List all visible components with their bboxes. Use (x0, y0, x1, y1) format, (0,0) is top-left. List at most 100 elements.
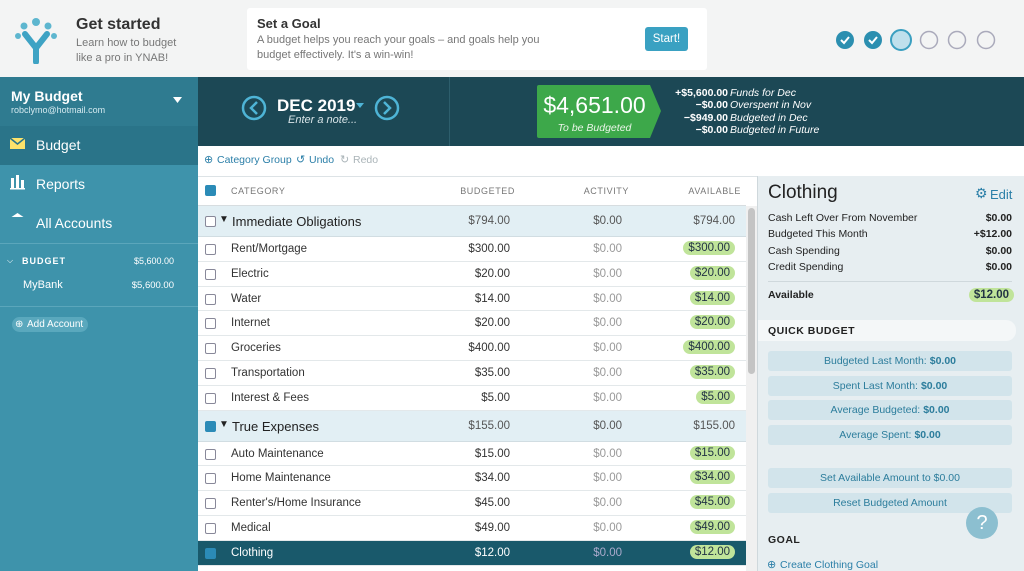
group-checkbox[interactable] (205, 216, 216, 227)
available-pill[interactable]: $5.00 (696, 389, 735, 404)
activity-amount: $0.00 (593, 497, 622, 510)
button-label: Average Spent: (839, 428, 912, 441)
available-pill[interactable]: $300.00 (683, 241, 735, 255)
budgeted-amount[interactable]: $400.00 (468, 342, 510, 355)
group-available: $794.00 (693, 215, 735, 227)
available-pill[interactable]: $45.00 (689, 495, 735, 510)
quick-budget-button[interactable]: Budgeted Last Month: $0.00 (768, 351, 1012, 371)
create-goal-link[interactable]: Create Clothing Goal (780, 559, 879, 571)
row-checkbox[interactable] (205, 448, 216, 460)
available-pill[interactable]: $34.00 (689, 470, 735, 485)
activity-amount: $0.00 (593, 391, 622, 404)
row-checkbox[interactable] (205, 392, 216, 404)
category-row[interactable] (198, 441, 746, 467)
available-pill[interactable]: $400.00 (683, 340, 735, 355)
toolbar-button[interactable]: Redo (353, 154, 379, 166)
category-name: Groceries (231, 342, 281, 355)
available-pill[interactable]: $20.00 (689, 315, 735, 330)
row-checkbox[interactable] (205, 244, 216, 255)
available-pill[interactable]: $20.00 (689, 265, 735, 280)
budgeted-amount[interactable]: $20.00 (474, 267, 510, 280)
budgeted-amount[interactable]: $14.00 (474, 292, 510, 305)
nav-item[interactable]: Budget (36, 137, 81, 153)
group-checkbox[interactable] (205, 420, 216, 432)
budget-switcher[interactable] (0, 77, 198, 126)
quick-budget-action[interactable]: Set Available Amount to $0.00 (768, 468, 1012, 488)
separator (768, 281, 1012, 282)
category-row[interactable] (198, 336, 746, 361)
quick-budget-button[interactable]: Spent Last Month: $0.00 (768, 375, 1012, 396)
scroll-thumb[interactable] (748, 208, 755, 374)
category-row[interactable] (198, 237, 746, 262)
budgeted-amount[interactable]: $45.00 (474, 497, 510, 510)
category-row[interactable] (198, 385, 746, 411)
quick-budget-action[interactable]: Reset Budgeted Amount (768, 493, 1012, 513)
group-toggle[interactable]: ▼ (219, 418, 229, 430)
category-name: Auto Maintenance (231, 447, 324, 460)
category-row[interactable] (198, 491, 746, 516)
budgeted-amount[interactable]: $35.00 (474, 367, 510, 379)
budgeted-amount[interactable]: $15.00 (474, 447, 510, 460)
row-checkbox[interactable] (205, 498, 216, 510)
summary-amount: −$0.00 (695, 123, 728, 136)
available-pill[interactable]: $12.00 (689, 544, 735, 559)
category-row[interactable] (198, 286, 746, 312)
month-label: DEC 2019 (277, 96, 356, 115)
add-account-button[interactable]: ⊕ Add Account (12, 317, 89, 332)
start-button[interactable]: Start! (645, 27, 688, 51)
nav-item[interactable]: All Accounts (36, 215, 113, 231)
row-checkbox[interactable] (205, 547, 216, 559)
budgeted-amount[interactable]: $34.00 (474, 472, 510, 485)
divider (449, 77, 450, 146)
quick-budget-button[interactable]: Average Budgeted: $0.00 (768, 400, 1012, 421)
row-checkbox[interactable] (205, 293, 216, 305)
accounts-group-total: $5,600.00 (133, 256, 174, 266)
category-name: Home Maintenance (231, 472, 331, 485)
nav-item[interactable]: Reports (36, 176, 86, 192)
summary-amount: +$5,600.00 (675, 87, 728, 99)
available-pill[interactable]: $14.00 (689, 290, 735, 305)
budget-name: My Budget (11, 88, 83, 104)
toolbar-button[interactable]: Undo (309, 154, 335, 166)
category-row[interactable] (198, 540, 746, 566)
category-row[interactable] (198, 516, 746, 541)
available-pill[interactable]: $35.00 (689, 365, 735, 379)
activity-amount: $0.00 (593, 472, 622, 485)
header-border (198, 205, 746, 206)
row-checkbox[interactable] (205, 523, 216, 534)
row-checkbox[interactable] (205, 318, 216, 330)
toolbar-button[interactable]: Category Group (217, 154, 292, 166)
category-row[interactable] (198, 311, 746, 337)
category-row[interactable] (198, 361, 746, 386)
group-toggle[interactable]: ▼ (219, 214, 229, 225)
available-pill[interactable]: $15.00 (689, 445, 735, 460)
budgeted-amount[interactable]: $49.00 (474, 522, 510, 534)
column-header: BUDGETED (460, 186, 515, 196)
edit-button[interactable]: Edit (990, 187, 1013, 202)
row-checkbox[interactable] (205, 343, 216, 355)
quick-budget-title: QUICK BUDGET (768, 325, 856, 337)
help-button[interactable]: ? (966, 507, 998, 539)
goal-title: GOAL (768, 534, 801, 546)
category-row[interactable] (198, 261, 746, 287)
activity-amount: $0.00 (593, 522, 622, 534)
header-checkbox[interactable] (205, 185, 216, 196)
budgeted-amount[interactable]: $5.00 (481, 391, 510, 404)
row-checkbox[interactable] (205, 268, 216, 280)
account-name[interactable]: MyBank (23, 279, 63, 291)
category-row[interactable] (198, 466, 746, 492)
budgeted-amount[interactable]: $300.00 (468, 243, 510, 255)
toolbar-icon: ⊕ (204, 154, 214, 166)
inspector-value: $0.00 (985, 244, 1012, 257)
budgeted-amount[interactable]: $20.00 (474, 317, 510, 330)
category-name: Renter's/Home Insurance (231, 497, 362, 510)
quick-budget-button[interactable]: Average Spent: $0.00 (768, 424, 1012, 445)
available-pill[interactable]: $49.00 (689, 520, 735, 534)
month-arrows[interactable] (240, 94, 400, 124)
row-checkbox[interactable] (205, 473, 216, 485)
budgeted-amount[interactable]: $12.00 (474, 546, 510, 559)
category-name: Interest & Fees (231, 391, 309, 404)
row-checkbox[interactable] (205, 368, 216, 379)
month-note[interactable]: Enter a note... (288, 114, 358, 126)
